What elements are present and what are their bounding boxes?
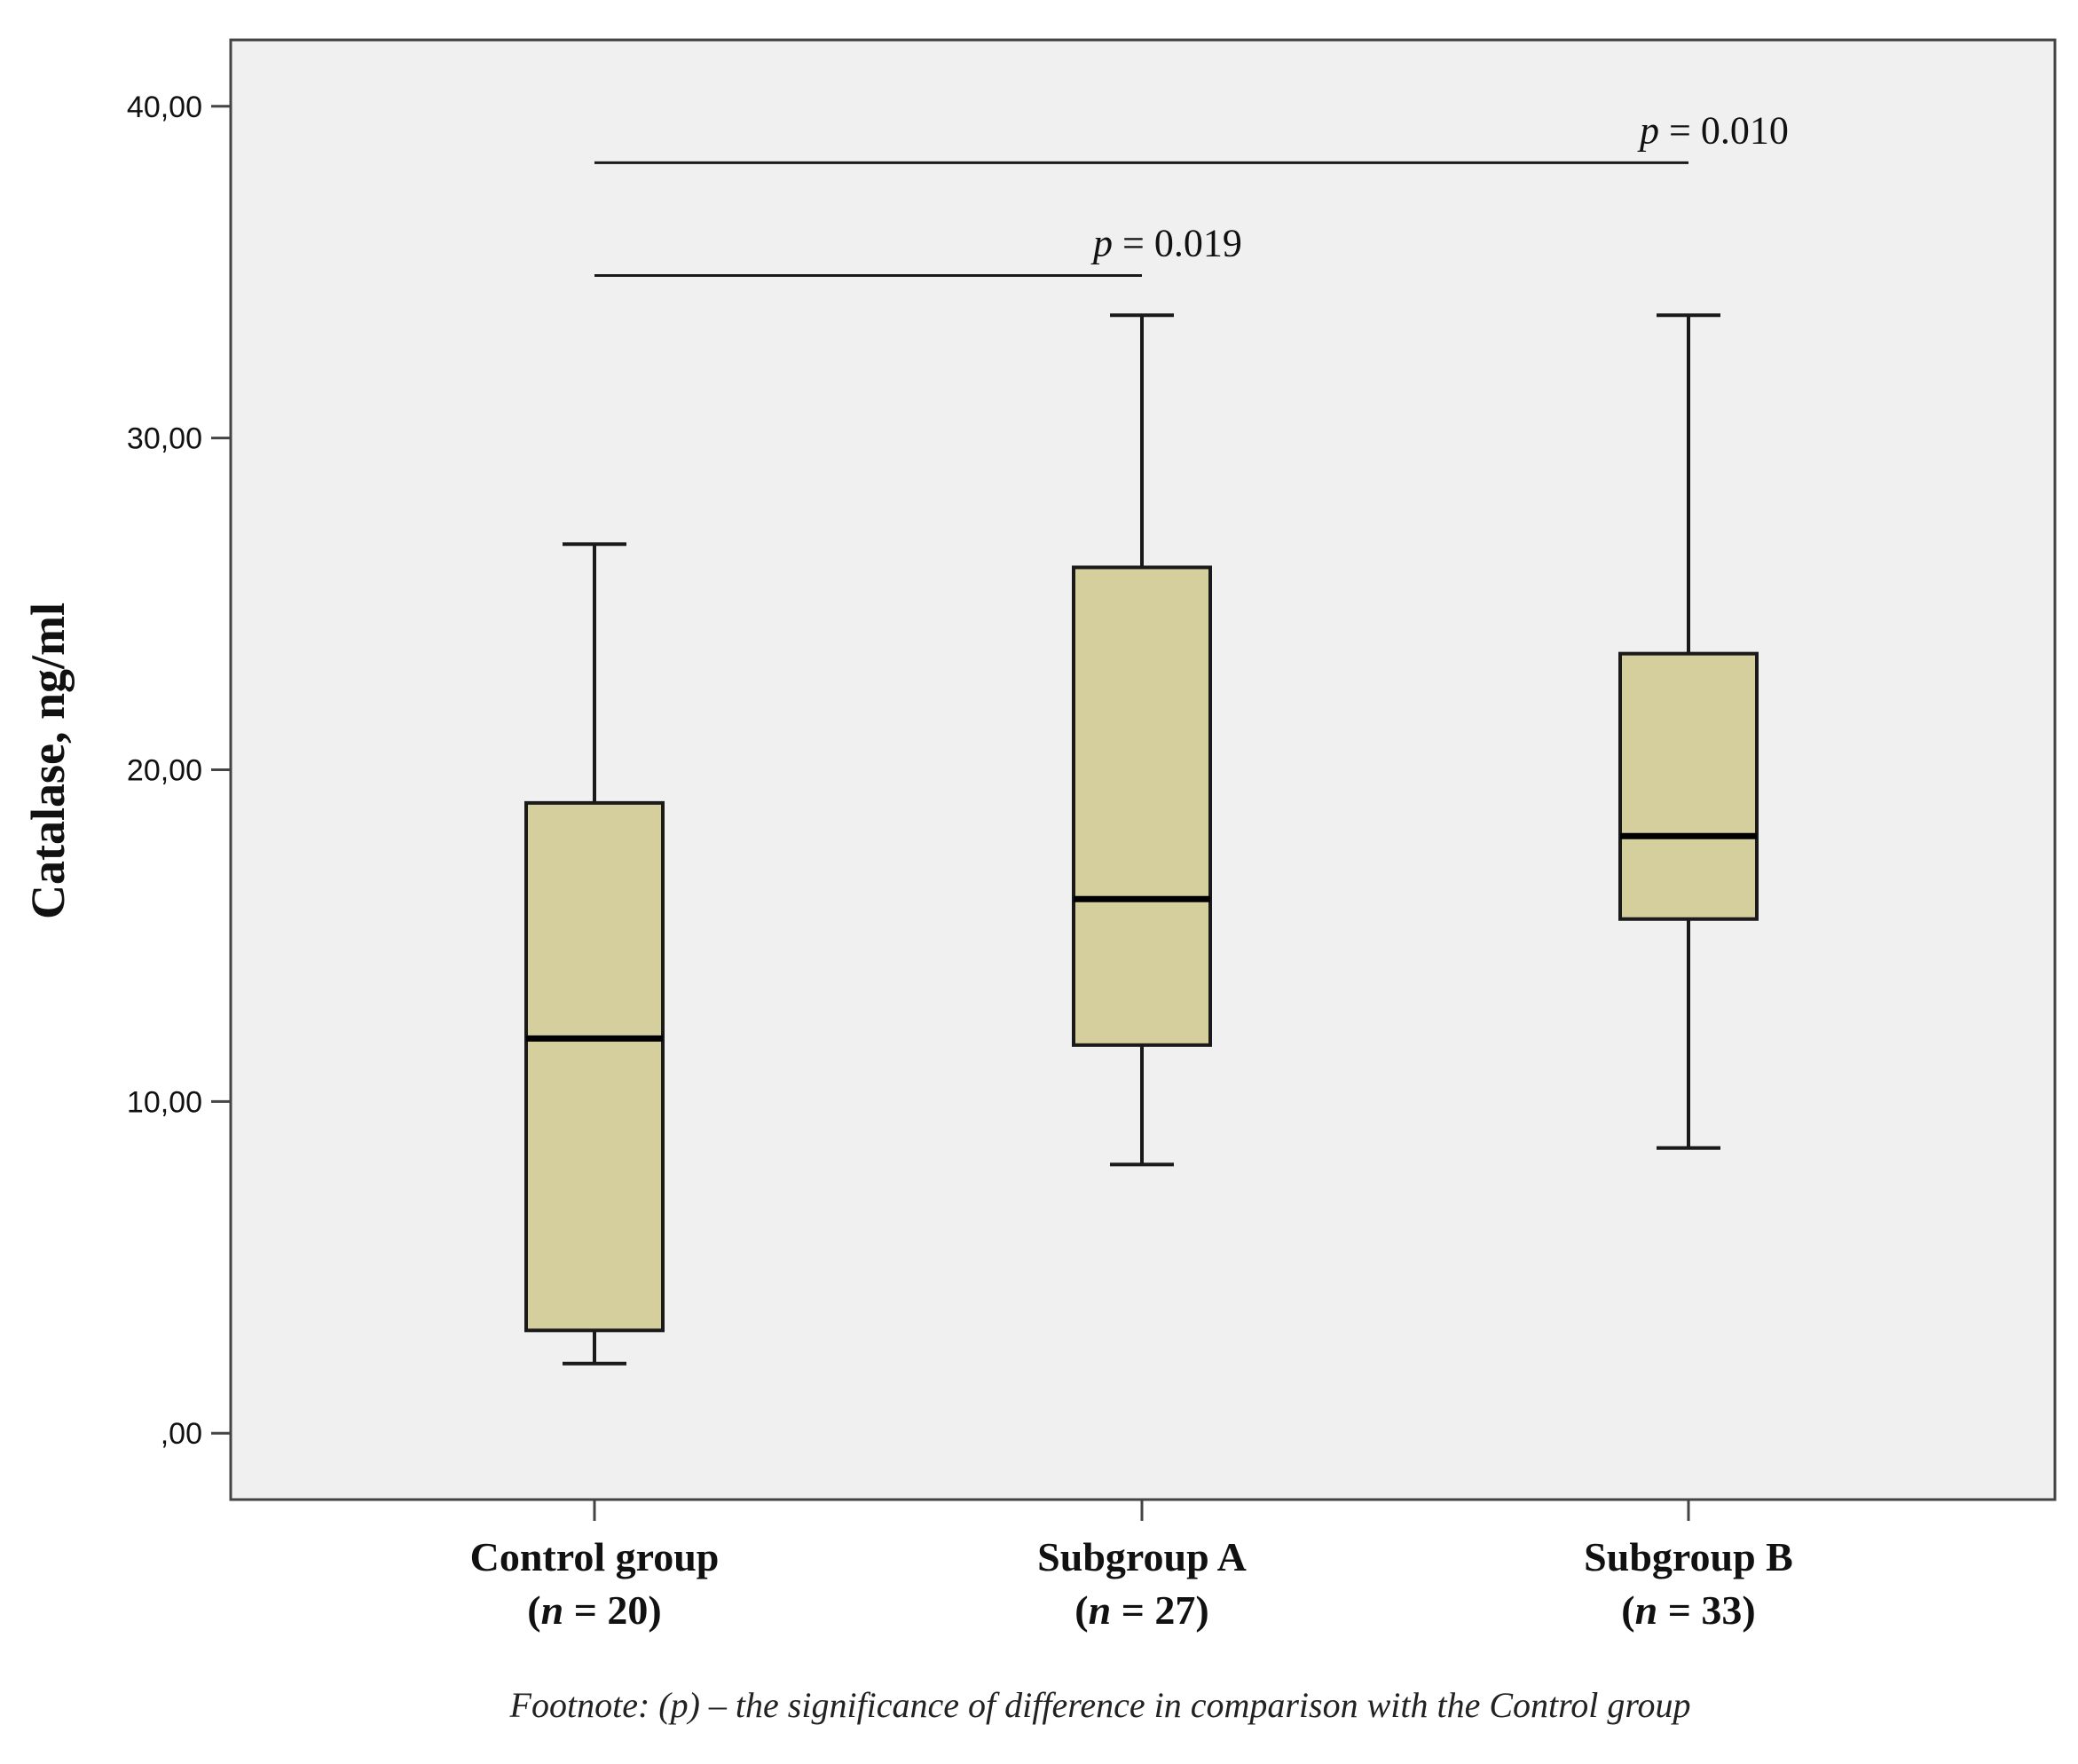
y-axis-label: Catalase, ng/ml: [21, 602, 75, 919]
p-value-label: p = 0.019: [1090, 221, 1242, 264]
iqr-box: [1072, 565, 1212, 1047]
box-series: [524, 313, 1759, 1366]
x-sample-size-label: (n = 27): [1074, 1587, 1208, 1633]
iqr-box: [1618, 651, 1759, 921]
y-tick-label: 10,00: [127, 1085, 202, 1119]
x-sample-size-label: (n = 20): [527, 1587, 661, 1633]
y-tick-label: 40,00: [127, 91, 202, 124]
footnote: Footnote: (p) – the significance of diff…: [509, 1685, 1691, 1725]
y-tick-label: ,00: [161, 1417, 202, 1451]
y-tick-label: 20,00: [127, 754, 202, 788]
box-group: [1072, 313, 1212, 1167]
significance-annotations: p = 0.010 p = 0.019: [594, 108, 1789, 277]
y-axis: ,00 10,00 20,00 30,00 40,00: [127, 91, 231, 1451]
x-category-label: Subgroup B: [1584, 1534, 1793, 1579]
x-category-label: Control group: [470, 1534, 720, 1579]
x-sample-size-label: (n = 33): [1621, 1587, 1755, 1633]
iqr-box: [524, 800, 665, 1333]
y-tick-label: 30,00: [127, 422, 202, 456]
x-category-label: Subgroup A: [1037, 1534, 1247, 1579]
x-axis: Control group (n = 20) Subgroup A (n = 27) S…: [470, 1500, 1793, 1633]
box-group: [1618, 313, 1759, 1150]
box-group: [524, 542, 665, 1366]
p-value-label: p = 0.010: [1637, 108, 1789, 152]
